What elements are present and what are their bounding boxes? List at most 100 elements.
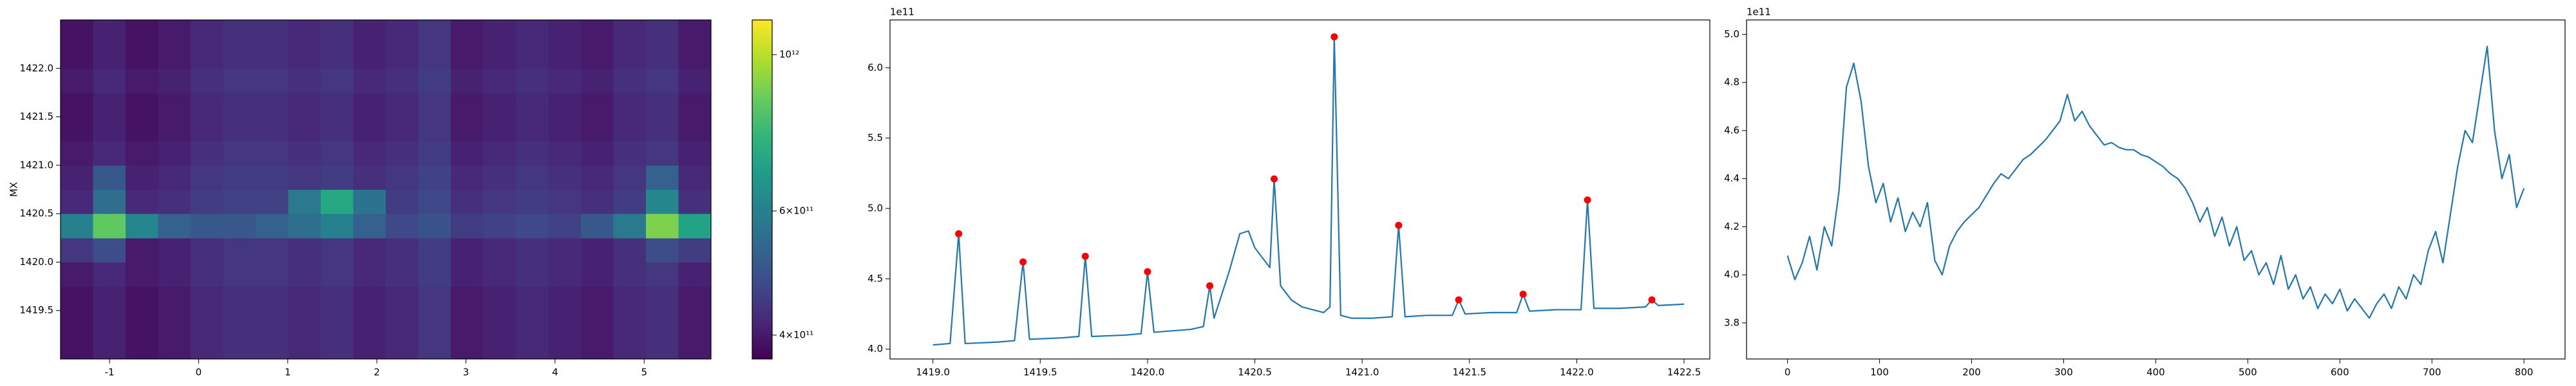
heatmap-cell xyxy=(191,116,223,142)
heatmap-cell xyxy=(613,44,647,69)
heatmap-cell xyxy=(353,92,386,118)
colorbar-tick-label: 4×10¹¹ xyxy=(779,329,813,340)
heatmap-cell xyxy=(191,335,223,359)
heatmap-cell xyxy=(548,262,582,287)
heatmap-cell xyxy=(93,189,126,214)
heatmap-cell xyxy=(678,92,711,118)
heatmap-cell xyxy=(61,116,93,142)
heatmap-cell xyxy=(386,262,419,287)
y-tick-label: 1422.0 xyxy=(20,62,54,74)
heatmap-cell xyxy=(93,20,126,45)
heatmap-cell xyxy=(613,141,647,166)
heatmap-cell xyxy=(646,44,679,69)
y-tick-label: 4.8 xyxy=(1724,77,1739,88)
heatmap-cell xyxy=(418,286,451,311)
heatmap-cell xyxy=(386,20,419,45)
heatmap-cell xyxy=(288,262,321,287)
heatmap-cell xyxy=(61,237,93,262)
heatmap-cell xyxy=(223,92,256,118)
heatmap-cell xyxy=(93,262,126,287)
heatmap-cell xyxy=(321,141,354,166)
panel: 1419.0 1419.5 1420.0 1420.5 1421.0 1421.5 1422… xyxy=(867,6,1710,378)
heatmap-cell xyxy=(93,286,126,311)
y-tick-label: 1421.0 xyxy=(20,159,54,170)
x-tick-label: 500 xyxy=(2239,367,2257,378)
peak-marker xyxy=(1584,196,1591,204)
heatmap-cell xyxy=(126,44,158,69)
heatmap-cell xyxy=(126,286,158,311)
x-tick-label: 200 xyxy=(1962,367,1981,378)
peak-marker xyxy=(1206,282,1214,290)
heatmap-cell xyxy=(61,44,93,69)
heatmap-cell xyxy=(288,68,321,93)
heatmap-cell xyxy=(191,262,223,287)
heatmap-cell xyxy=(126,116,158,142)
heatmap-cell xyxy=(288,214,321,239)
heatmap-cell xyxy=(256,286,289,311)
heatmap-cell xyxy=(223,214,256,239)
data-line xyxy=(933,36,1685,346)
heatmap-cell xyxy=(646,20,679,45)
heatmap-cell xyxy=(353,310,386,335)
peak-marker xyxy=(1455,296,1463,304)
y-tick-label: 5.0 xyxy=(867,203,883,214)
heatmap-cell xyxy=(353,286,386,311)
heatmap-cell xyxy=(548,20,582,45)
x-tick-label: 1422.5 xyxy=(1667,367,1701,378)
heatmap-cell xyxy=(61,262,93,287)
heatmap-cell xyxy=(223,165,256,190)
heatmap-cell xyxy=(191,237,223,262)
heatmap-cell xyxy=(158,44,191,69)
heatmap-cell xyxy=(386,237,419,262)
heatmap-cell xyxy=(61,335,93,359)
heatmap-cell xyxy=(548,165,582,190)
heatmap-cell xyxy=(678,20,711,45)
heatmap-cell xyxy=(353,237,386,262)
heatmap-cell xyxy=(93,310,126,335)
heatmap-cell xyxy=(126,262,158,287)
heatmap-cell xyxy=(93,92,126,118)
x-tick-label: 1421.5 xyxy=(1453,367,1487,378)
heatmap-cell xyxy=(386,214,419,239)
heatmap-cell xyxy=(418,189,451,214)
y-tick-label: 5.5 xyxy=(867,132,883,143)
heatmap-cell xyxy=(256,92,289,118)
heatmap-cell xyxy=(548,44,582,69)
heatmap-cell xyxy=(548,237,582,262)
peak-marker xyxy=(1081,252,1089,260)
plot-area xyxy=(61,20,711,359)
y-offset-label: 1e11 xyxy=(1747,6,1771,18)
peak-marker xyxy=(1144,268,1151,275)
heatmap-cell xyxy=(451,165,484,190)
heatmap-cell xyxy=(516,286,549,311)
heatmap-cell xyxy=(646,141,679,166)
heatmap-cell xyxy=(581,189,614,214)
heatmap-cell xyxy=(678,68,711,93)
heatmap-cell xyxy=(158,92,191,118)
heatmap-cell xyxy=(581,214,614,239)
heatmap-cell xyxy=(418,20,451,45)
colorbar xyxy=(752,20,772,359)
heatmap-cell xyxy=(191,286,223,311)
heatmap-cell xyxy=(548,189,582,214)
heatmap-cell xyxy=(61,165,93,190)
heatmap-cell xyxy=(256,44,289,69)
heatmap-cell xyxy=(451,44,484,69)
heatmap-cell xyxy=(321,286,354,311)
heatmap-cell xyxy=(581,165,614,190)
heatmap-cell xyxy=(191,44,223,69)
heatmap-cell xyxy=(678,286,711,311)
heatmap-cell xyxy=(418,44,451,69)
heatmap-cell xyxy=(158,286,191,311)
heatmap-cell xyxy=(613,20,647,45)
heatmap-cell xyxy=(93,214,126,239)
heatmap-cell xyxy=(321,20,354,45)
heatmap-cell xyxy=(451,237,484,262)
heatmap-cell xyxy=(386,335,419,359)
heatmap-cell xyxy=(386,68,419,93)
heatmap-cell xyxy=(678,141,711,166)
heatmap-cell xyxy=(126,310,158,335)
heatmap-cell xyxy=(256,310,289,335)
heatmap-cell xyxy=(126,20,158,45)
